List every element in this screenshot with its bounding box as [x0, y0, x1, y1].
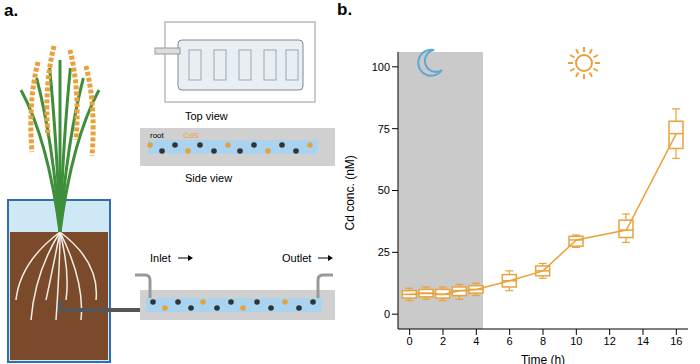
- svg-text:4: 4: [473, 335, 479, 347]
- svg-text:Inlet: Inlet: [150, 252, 171, 264]
- svg-text:a.: a.: [8, 1, 18, 20]
- svg-text:Cd conc. (nM): Cd conc. (nM): [343, 155, 357, 230]
- svg-text:Side view: Side view: [185, 172, 232, 184]
- html-text:b.: b.: [337, 0, 353, 19]
- svg-text:CdS: CdS: [183, 131, 199, 140]
- svg-text:2: 2: [440, 335, 446, 347]
- svg-text:0: 0: [407, 335, 413, 347]
- svg-text:12: 12: [604, 335, 616, 347]
- svg-text:14: 14: [637, 335, 649, 347]
- svg-text:Top view: Top view: [185, 110, 228, 122]
- svg-text:25: 25: [378, 246, 390, 258]
- svg-text:8: 8: [540, 335, 546, 347]
- svg-text:Outlet: Outlet: [282, 252, 311, 264]
- svg-text:10: 10: [570, 335, 582, 347]
- svg-text:6: 6: [507, 335, 513, 347]
- svg-text:0: 0: [384, 308, 390, 320]
- svg-text:100: 100: [372, 61, 390, 73]
- svg-text:75: 75: [378, 123, 390, 135]
- svg-text:root: root: [150, 131, 165, 140]
- svg-text:16: 16: [670, 335, 682, 347]
- svg-text:Time (h): Time (h): [521, 353, 565, 364]
- svg-text:50: 50: [378, 184, 390, 196]
